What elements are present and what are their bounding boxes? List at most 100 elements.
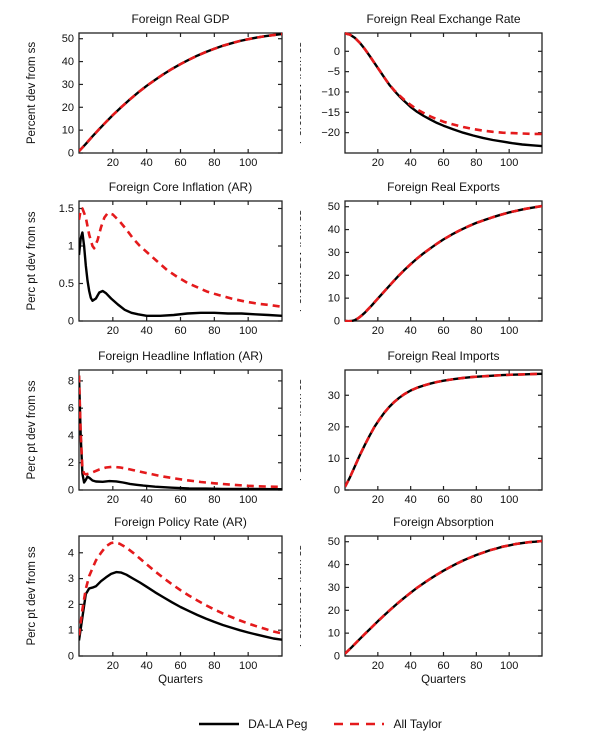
x-axis-label: Quarters xyxy=(421,674,466,686)
series-line-all-taylor xyxy=(345,204,542,322)
y-tick-label: 4 xyxy=(68,430,74,442)
y-tick-label: 30 xyxy=(328,582,340,594)
series-line-da-la-peg xyxy=(345,539,542,655)
y-tick-label: −15 xyxy=(321,107,340,119)
x-tick-label: 60 xyxy=(174,157,186,169)
x-axis-label: Quarters xyxy=(158,674,203,686)
solid-line-swatch xyxy=(199,722,240,726)
y-tick-label: 0 xyxy=(68,316,74,328)
x-tick-label: 100 xyxy=(500,660,518,672)
series-line-all-taylor xyxy=(79,375,282,489)
x-tick-label: 100 xyxy=(500,494,518,506)
x-tick-label: 60 xyxy=(437,325,449,337)
series-line-da-la-peg xyxy=(345,204,542,322)
dashed-line-swatch xyxy=(334,722,385,726)
x-tick-label: 80 xyxy=(470,660,482,672)
x-tick-label: 80 xyxy=(470,494,482,506)
chart-foreign-policy-rate: 20 40 60 80 100 0 1 2 3 4 Foreign Policy Rate (AR)… xyxy=(26,515,283,686)
axes-box xyxy=(344,369,543,491)
y-axis-label: Percent dev from ss xyxy=(300,379,304,482)
chart-title: Foreign Real Imports xyxy=(387,349,499,363)
legend: DA-LA Peg All Taylor xyxy=(0,697,600,751)
series-line-all-taylor xyxy=(79,207,282,309)
series-line-da-la-peg xyxy=(79,32,282,153)
y-tick-label: 0 xyxy=(334,316,340,328)
y-tick-label: 40 xyxy=(328,224,340,236)
chart-title: Foreign Core Inflation (AR) xyxy=(109,180,252,194)
x-tick-label: 20 xyxy=(372,157,384,169)
chart-foreign-real-exchange-rate: 20 40 60 80 100 0 −5 −10 −15 −20 Foreign Real Exch… xyxy=(300,12,543,169)
y-tick-label: 30 xyxy=(328,247,340,259)
subplot-foreign-real-exports: 20 40 60 80 100 0 10 20 30 40 50 Foreign Real Expor… xyxy=(300,169,600,338)
x-tick-label: 80 xyxy=(470,325,482,337)
y-tick-label: −5 xyxy=(327,66,340,78)
y-tick-label: 2 xyxy=(68,457,74,469)
legend-label-da-la-peg: DA-LA Peg xyxy=(248,717,308,731)
x-tick-label: 60 xyxy=(437,494,449,506)
y-axis-label: Perc pt dev from ss xyxy=(26,380,38,479)
chart-title: Foreign Absorption xyxy=(393,515,494,529)
chart-title: Foreign Policy Rate (AR) xyxy=(114,515,247,529)
series-line-all-taylor xyxy=(79,32,282,153)
chart-foreign-real-exports: 20 40 60 80 100 0 10 20 30 40 50 Foreign Real Expor… xyxy=(300,180,543,337)
y-tick-label: 4 xyxy=(68,547,74,559)
series-line-da-la-peg xyxy=(79,375,282,491)
series-line-da-la-peg xyxy=(345,372,542,488)
legend-item-da-la-peg: DA-LA Peg xyxy=(198,717,307,731)
x-tick-label: 80 xyxy=(470,157,482,169)
y-tick-label: 1.5 xyxy=(59,203,74,215)
chart-foreign-real-imports: 20 40 60 80 100 0 10 20 30 Foreign Real Imports Pe… xyxy=(300,349,543,506)
x-tick-label: 40 xyxy=(405,157,417,169)
x-tick-label: 80 xyxy=(208,157,220,169)
x-tick-label: 20 xyxy=(107,325,119,337)
axes-box xyxy=(78,535,283,657)
y-tick-label: 20 xyxy=(62,102,74,114)
y-tick-label: 1 xyxy=(68,241,74,253)
series-line-all-taylor xyxy=(79,541,282,636)
y-tick-label: −10 xyxy=(321,86,340,98)
x-tick-label: 100 xyxy=(239,325,257,337)
x-tick-label: 40 xyxy=(405,325,417,337)
y-tick-label: 6 xyxy=(68,403,74,415)
x-tick-label: 40 xyxy=(141,660,153,672)
y-tick-label: 0 xyxy=(334,485,340,497)
chart-title: Foreign Real GDP xyxy=(131,12,229,26)
y-tick-label: 0 xyxy=(334,651,340,663)
axes-box xyxy=(344,32,543,154)
legend-item-all-taylor: All Taylor xyxy=(333,717,442,731)
x-tick-label: 20 xyxy=(107,660,119,672)
x-tick-label: 100 xyxy=(239,157,257,169)
x-tick-label: 60 xyxy=(174,325,186,337)
x-tick-label: 100 xyxy=(239,660,257,672)
x-tick-label: 40 xyxy=(141,157,153,169)
y-tick-label: 2 xyxy=(68,599,74,611)
series-line-all-taylor xyxy=(345,539,542,655)
x-tick-label: 60 xyxy=(437,157,449,169)
y-tick-label: 50 xyxy=(328,536,340,548)
y-tick-label: 20 xyxy=(328,421,340,433)
x-tick-label: 20 xyxy=(372,325,384,337)
subplot-foreign-absorption: 20 40 60 80 100 0 10 20 30 40 50 Foreign Absorption… xyxy=(300,507,600,697)
x-tick-label: 40 xyxy=(405,494,417,506)
chart-title: Foreign Real Exchange Rate xyxy=(366,12,520,26)
x-tick-label: 60 xyxy=(437,660,449,672)
chart-foreign-headline-inflation: 20 40 60 80 100 0 2 4 6 8 Foreign Headline Inflati… xyxy=(26,349,283,506)
y-tick-label: 0 xyxy=(68,651,74,663)
y-tick-label: 3 xyxy=(68,573,74,585)
axes-box xyxy=(344,535,543,657)
x-tick-label: 100 xyxy=(239,494,257,506)
y-tick-label: 30 xyxy=(328,390,340,402)
x-tick-label: 100 xyxy=(500,325,518,337)
y-tick-label: 20 xyxy=(328,270,340,282)
legend-label-all-taylor: All Taylor xyxy=(393,717,442,731)
y-tick-label: 50 xyxy=(62,33,74,45)
chart-foreign-real-gdp: 20 40 60 80 100 0 10 20 30 40 50 Foreign Real GDP Pe… xyxy=(26,12,283,169)
series-line-da-la-peg xyxy=(345,32,542,148)
series-line-da-la-peg xyxy=(79,570,282,641)
y-tick-label: 10 xyxy=(328,293,340,305)
series-line-da-la-peg xyxy=(79,231,282,317)
x-tick-label: 80 xyxy=(208,325,220,337)
subplot-foreign-policy-rate: 20 40 60 80 100 0 1 2 3 4 Foreign Policy Rate (AR)… xyxy=(0,507,300,697)
subplot-foreign-real-exchange-rate: 20 40 60 80 100 0 −5 −10 −15 −20 Foreign Real Exch… xyxy=(300,0,600,169)
y-tick-label: 0 xyxy=(334,46,340,58)
